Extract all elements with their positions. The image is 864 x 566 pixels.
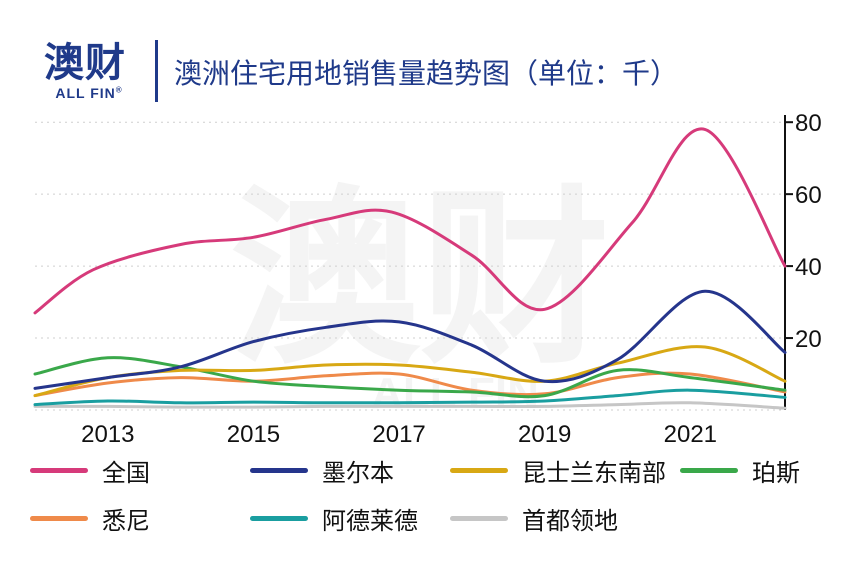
legend: 全国 墨尔本 昆士兰东南部 珀斯悉尼 阿德莱德 首都领地 <box>30 455 830 555</box>
legend-label: 全国 <box>102 458 150 487</box>
brand-logo: 澳财 ALL FIN® <box>30 30 140 108</box>
legend-item: 昆士兰东南部 <box>450 455 666 487</box>
legend-swatch <box>450 467 508 473</box>
logo-sub-label: ALL FIN <box>55 85 116 101</box>
series-line <box>33 127 787 315</box>
series-line <box>33 289 787 390</box>
registered-mark: ® <box>115 85 123 95</box>
x-tick-label: 2019 <box>518 421 571 448</box>
legend-swatch <box>250 515 308 521</box>
x-tick-label: 2017 <box>372 421 425 448</box>
series-line <box>33 356 787 399</box>
logo-subtext: ALL FIN® <box>34 85 144 101</box>
x-tick-label: 2013 <box>81 421 134 448</box>
y-axis-ticks: 20 40 60 80 <box>785 110 822 353</box>
series-lines <box>33 127 787 410</box>
series-line <box>33 401 787 410</box>
title-divider <box>155 40 158 102</box>
series-line <box>33 388 787 407</box>
grid-lines <box>35 121 785 411</box>
legend-label: 珀斯 <box>752 458 800 487</box>
legend-item: 珀斯 <box>680 455 800 487</box>
series-line <box>33 371 787 398</box>
x-tick-label: 2015 <box>227 421 280 448</box>
legend-label: 阿德莱德 <box>322 506 418 535</box>
legend-label: 昆士兰东南部 <box>522 458 666 487</box>
legend-swatch <box>450 515 508 521</box>
legend-swatch <box>250 467 308 473</box>
chart-title: 澳洲住宅用地销售量趋势图（单位：千） <box>174 57 679 90</box>
legend-swatch <box>680 467 738 473</box>
legend-item: 首都领地 <box>450 503 618 535</box>
legend-item: 阿德莱德 <box>250 503 418 535</box>
legend-item: 墨尔本 <box>250 455 394 487</box>
y-tick-label: 20 <box>795 326 822 353</box>
y-tick-label: 80 <box>795 110 822 137</box>
legend-swatch <box>30 467 88 473</box>
legend-swatch <box>30 515 88 521</box>
legend-label: 首都领地 <box>522 506 618 535</box>
y-tick-label: 60 <box>795 182 822 209</box>
legend-label: 墨尔本 <box>322 458 394 487</box>
x-axis-ticks: 2013 2015 2017 2019 2021 <box>81 421 717 448</box>
legend-item: 全国 <box>30 455 150 487</box>
watermark-logo: 澳财 <box>230 169 610 390</box>
y-tick-label: 40 <box>795 254 822 281</box>
x-tick-label: 2021 <box>664 421 717 448</box>
legend-label: 悉尼 <box>102 506 150 535</box>
logo-text: 澳财 <box>44 40 126 86</box>
legend-item: 悉尼 <box>30 503 150 535</box>
